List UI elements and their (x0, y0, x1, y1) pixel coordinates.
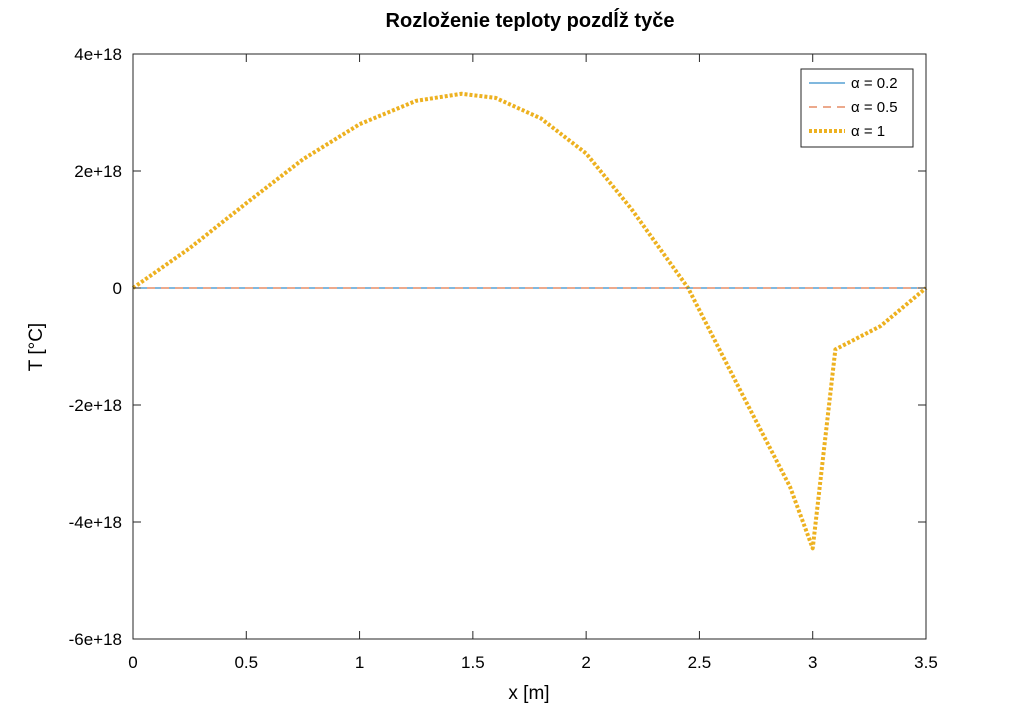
legend-entry-1: α = 0.2 (851, 75, 898, 92)
chart-title: Rozloženie teploty pozdĺž tyče (386, 8, 675, 32)
x-tick-label: 1 (355, 653, 364, 672)
legend-entry-3: α = 1 (851, 123, 885, 140)
y-tick-label: -6e+18 (69, 630, 122, 649)
axis-ticks: 0 0.5 1 1.5 2 2.5 3 3.5 4e+18 2e+18 0 -2e+18 -4e+18 -… (69, 45, 938, 672)
legend-entry-2: α = 0.5 (851, 99, 898, 116)
x-tick-label: 3.5 (914, 653, 938, 672)
x-tick-label: 1.5 (461, 653, 485, 672)
y-axis-label: T [°C] (26, 323, 47, 371)
legend: α = 0.2 α = 0.5 α = 1 (800, 68, 914, 148)
x-tick-label: 2 (581, 653, 590, 672)
legend-box (800, 68, 914, 148)
plot-area (131, 91, 928, 551)
x-tick-label: 2.5 (688, 653, 712, 672)
x-tick-label: 3 (808, 653, 817, 672)
x-tick-label: 0 (128, 653, 137, 672)
y-tick-label: 4e+18 (74, 45, 122, 64)
x-tick-label: 0.5 (234, 653, 258, 672)
plot-frame (132, 53, 927, 640)
x-axis-label: x [m] (508, 683, 549, 704)
y-tick-label: -4e+18 (69, 513, 122, 532)
y-tick-label: -2e+18 (69, 396, 122, 415)
y-tick-label: 0 (113, 279, 122, 298)
series-line-3 (131, 91, 928, 551)
y-tick-label: 2e+18 (74, 162, 122, 181)
